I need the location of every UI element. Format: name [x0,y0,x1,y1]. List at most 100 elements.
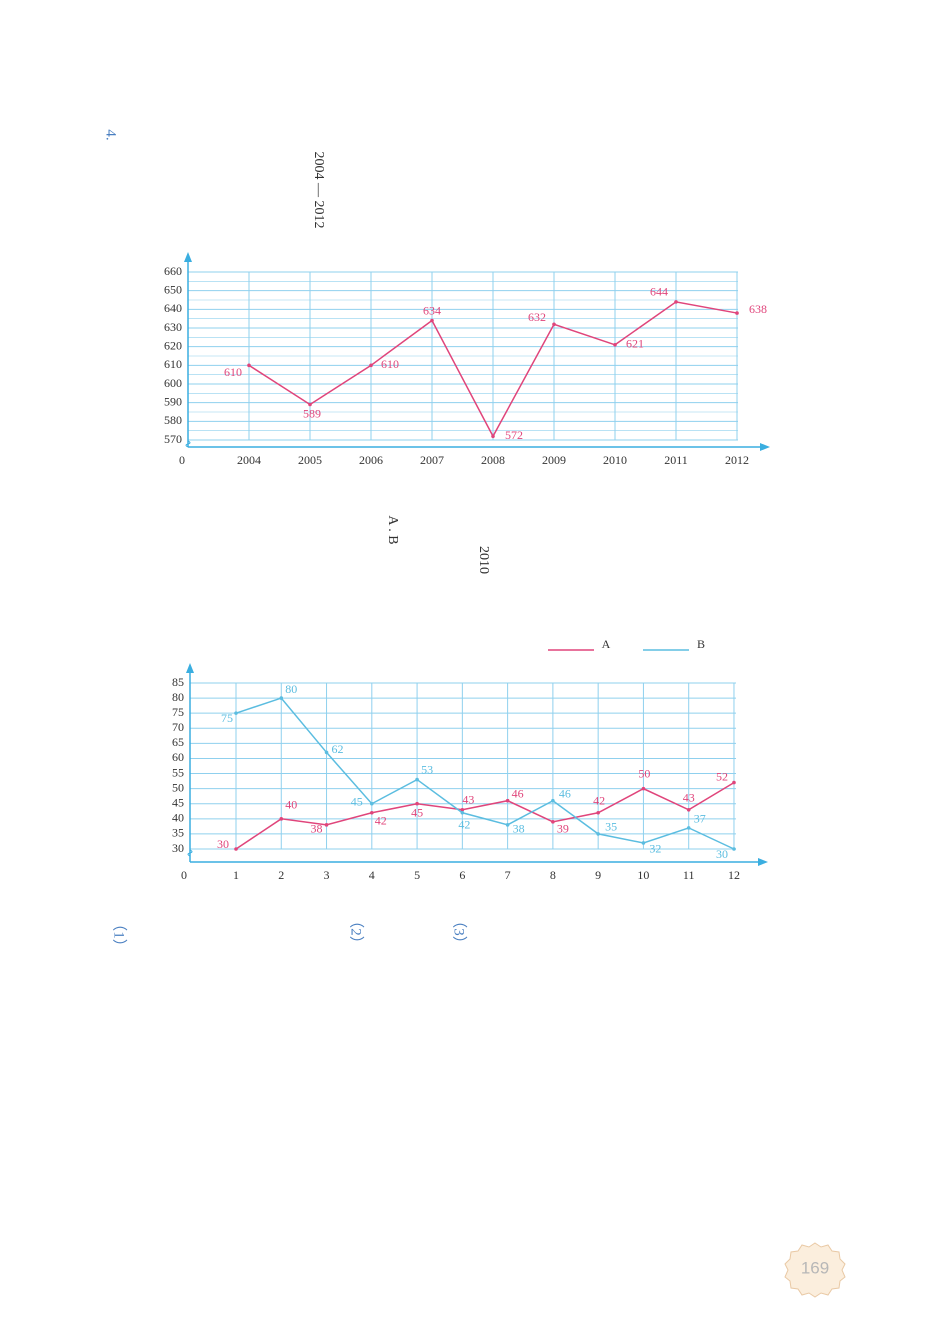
data-label: 46 [512,786,524,800]
data-point [641,841,646,845]
data-point [641,786,646,791]
data-label: 45 [351,794,363,808]
y-tick-label: 35 [172,826,184,840]
inline-year: 2010 [476,546,491,574]
data-label: 632 [528,310,546,324]
y-tick-label: 40 [172,811,184,825]
origin-label: 0 [179,453,185,467]
x-arrow [758,858,768,866]
data-label: 38 [311,822,323,836]
page-number: 169 [801,1258,829,1277]
data-label: 46 [559,786,571,800]
data-label: 50 [638,766,650,780]
data-label: 572 [505,428,523,442]
data-label: 42 [458,818,470,832]
sub-item: （3） [451,913,468,951]
x-tick-label: 2009 [542,453,566,467]
x-tick-label: 6 [459,868,465,882]
data-point [370,801,374,806]
x-tick-label: 11 [683,868,695,882]
data-point [370,810,374,815]
data-label: 80 [285,682,297,696]
x-tick-label: 4 [369,868,375,882]
y-tick-label: 620 [164,338,182,352]
x-tick-label: 12 [728,868,740,882]
y-tick-label: 600 [164,376,182,390]
data-point [491,434,495,439]
x-tick-label: 1 [233,868,239,882]
y-tick-label: 590 [164,394,182,408]
data-point [674,300,678,304]
data-label: 38 [513,822,525,836]
y-arrow [186,663,194,673]
data-label: 40 [285,798,297,812]
data-point [735,311,739,315]
y-tick-label: 45 [172,795,184,809]
data-point [460,807,465,812]
x-tick-label: 2007 [420,453,444,467]
x-tick-label: 2011 [664,453,688,467]
data-point [279,696,284,700]
data-label: 39 [557,822,569,836]
data-point [505,823,510,827]
x-tick-label: 7 [505,868,511,882]
x-tick-label: 2012 [725,453,749,467]
data-label: 638 [749,302,767,316]
data-label: 610 [381,357,399,371]
x-tick-label: 8 [550,868,556,882]
data-label: 30 [716,847,728,861]
data-line [235,781,735,850]
axis-break [187,849,193,857]
data-label: 43 [683,791,695,805]
data-point [460,810,465,815]
legend-label: B [697,637,705,651]
data-label: 610 [224,365,242,379]
data-point [415,777,419,782]
data-label: 621 [626,337,644,351]
data-point [234,847,238,851]
year-range: 2004 — 2012 [311,152,326,229]
page-badge [784,1242,846,1298]
data-label: 42 [593,794,605,808]
data-point [324,823,329,827]
x-tick-label: 10 [637,868,649,882]
data-point [596,810,600,815]
data-point [551,798,555,803]
y-tick-label: 85 [172,675,184,689]
y-tick-label: 30 [172,841,184,855]
data-point [324,750,329,755]
data-label: 45 [411,805,423,819]
data-label: 75 [221,711,233,725]
y-tick-label: 60 [172,750,184,764]
data-point [369,363,373,368]
data-point [686,826,691,830]
data-point [234,711,238,715]
origin-label: 0 [181,868,187,882]
data-line [235,697,735,850]
x-tick-label: 9 [595,868,601,882]
y-tick-label: 50 [172,780,184,794]
y-tick-label: 660 [164,264,182,278]
data-point [551,820,555,824]
y-tick-label: 610 [164,357,182,371]
x-tick-label: 2010 [603,453,627,467]
data-label: 30 [217,837,229,851]
x-tick-label: 2008 [481,453,505,467]
y-tick-label: 640 [164,301,182,315]
data-point [686,807,691,812]
y-tick-label: 80 [172,690,184,704]
data-label: 35 [605,820,617,834]
sub-item: （1） [111,916,128,954]
data-point [732,780,736,785]
y-tick-label: 650 [164,282,182,296]
y-tick-label: 75 [172,705,184,719]
y-tick-label: 65 [172,735,184,749]
problem-number: 4. [103,129,119,140]
data-label: 589 [303,406,321,420]
legend-label: A [602,637,611,651]
data-label: 62 [332,742,344,756]
x-tick-label: 2004 [237,453,261,467]
y-tick-label: 630 [164,320,182,334]
data-label: 32 [649,842,661,856]
